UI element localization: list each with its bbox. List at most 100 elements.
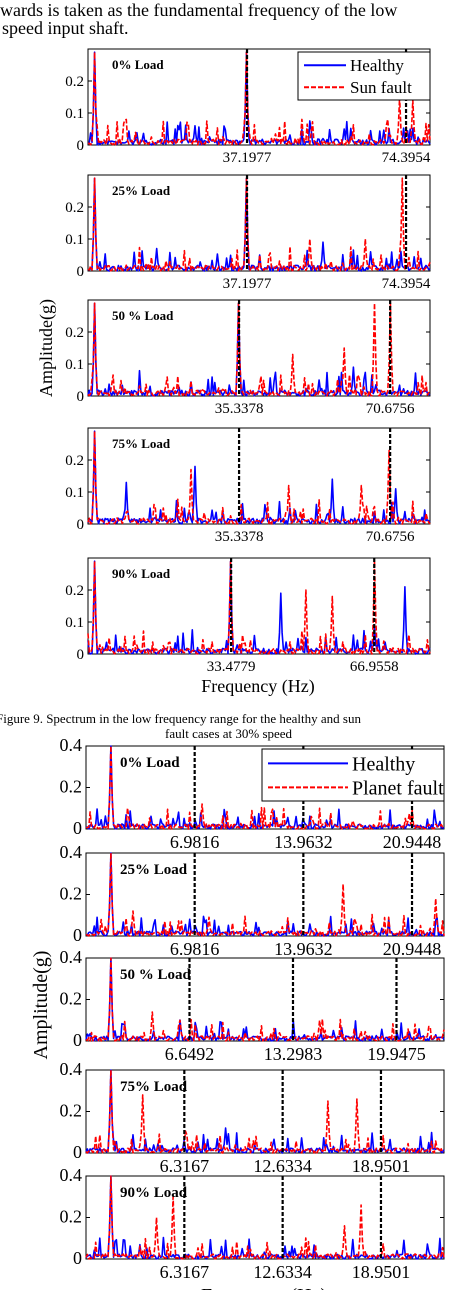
x-tick-label: 6.6492 bbox=[165, 1044, 215, 1064]
y-tick-label: 0.4 bbox=[60, 1059, 83, 1079]
y-tick-label: 0 bbox=[73, 818, 82, 838]
y-tick-label: 0 bbox=[73, 1142, 82, 1162]
spectrum-panel-4: 0 0.1 0.2 35.3378 70.6756 75% Load bbox=[65, 427, 431, 545]
legend-entry: Healthy bbox=[350, 56, 404, 75]
y-tick-label: 0.2 bbox=[60, 777, 83, 797]
series-healthy-line bbox=[87, 51, 431, 146]
x-tick-label: 70.6756 bbox=[366, 401, 415, 417]
series-healthy-line bbox=[87, 302, 431, 397]
spectrum-panel-2: 0 0.1 0.2 37.1977 74.3954 25% Load bbox=[65, 174, 431, 292]
x-tick-label: 13.2983 bbox=[264, 1044, 323, 1064]
y-axis-label: Amplitude(g) bbox=[30, 951, 52, 1060]
x-tick-label: 6.3167 bbox=[160, 1262, 210, 1282]
figure-caption-line-1: Figure 9. Spectrum in the low frequency … bbox=[0, 711, 361, 726]
x-tick-label: 13.9632 bbox=[274, 939, 333, 959]
y-tick-label: 0.1 bbox=[65, 615, 84, 631]
x-tick-label: 12.6334 bbox=[253, 1262, 312, 1282]
y-tick-label: 0.2 bbox=[60, 989, 83, 1009]
y-tick-label: 0.2 bbox=[65, 74, 84, 90]
y-tick-label: 0.4 bbox=[60, 1165, 83, 1185]
load-label: 0% Load bbox=[112, 57, 164, 72]
figure-sun-fault-spectrum: 0 0.1 0.2 37.1977 74.3954 0% Load 0 0.1 0.2 37.19… bbox=[36, 48, 431, 697]
load-label: 25% Load bbox=[120, 862, 188, 878]
y-tick-label: 0 bbox=[77, 517, 85, 533]
x-tick-label: 13.9632 bbox=[274, 832, 333, 852]
legend-entry: Planet fault bbox=[352, 777, 444, 799]
series-fault-line bbox=[87, 177, 431, 272]
x-axis-label: Frequency (Hz) bbox=[201, 1285, 327, 1290]
x-tick-label: 18.9501 bbox=[352, 1262, 411, 1282]
series-fault-line bbox=[85, 745, 445, 830]
x-tick-label: 74.3954 bbox=[382, 276, 431, 292]
x-tick-label: 19.9475 bbox=[367, 1044, 426, 1064]
x-tick-label: 35.3378 bbox=[215, 401, 264, 417]
y-tick-label: 0 bbox=[73, 1030, 82, 1050]
load-label: 75% Load bbox=[120, 1079, 188, 1095]
x-axis-label: Frequency (Hz) bbox=[201, 676, 314, 697]
x-tick-label: 6.3167 bbox=[160, 1156, 210, 1176]
series-fault-line bbox=[87, 51, 431, 146]
x-tick-label: 35.3378 bbox=[215, 529, 264, 545]
intro-text-line-2: speed input shaft. bbox=[2, 18, 129, 38]
spectrum-panel-5: 0 0.1 0.2 33.4779 66.9558 90% Load bbox=[65, 557, 431, 675]
x-tick-label: 6.9816 bbox=[170, 832, 220, 852]
x-tick-label: 6.9816 bbox=[170, 939, 220, 959]
y-tick-label: 0.2 bbox=[60, 884, 83, 904]
x-tick-label: 37.1977 bbox=[223, 276, 272, 292]
x-tick-label: 18.9501 bbox=[352, 1156, 411, 1176]
series-fault-line bbox=[85, 1069, 445, 1154]
load-label: 90% Load bbox=[112, 566, 171, 581]
y-tick-label: 0 bbox=[77, 264, 85, 280]
legend-box bbox=[261, 748, 445, 802]
figure-caption-line-2: fault cases at 30% speed bbox=[165, 726, 293, 741]
load-label: 50 % Load bbox=[112, 308, 174, 323]
y-tick-label: 0.4 bbox=[60, 842, 83, 862]
x-tick-label: 70.6756 bbox=[366, 529, 415, 545]
legend-entry: Healthy bbox=[352, 753, 415, 775]
series-fault-line bbox=[85, 1175, 445, 1260]
x-tick-label: 12.6334 bbox=[253, 1156, 312, 1176]
y-tick-label: 0.1 bbox=[65, 106, 84, 122]
y-tick-label: 0.2 bbox=[60, 1207, 83, 1227]
legend-entry: Sun fault bbox=[350, 78, 412, 97]
y-axis-label: Amplitude(g) bbox=[36, 299, 57, 397]
spectrum-panel-4: 0 0.2 0.4 6.3167 12.6334 18.9501 75% Load bbox=[60, 1059, 445, 1176]
intro-text-line-1: wards is taken as the fundamental freque… bbox=[0, 0, 398, 20]
y-tick-label: 0.2 bbox=[65, 325, 84, 341]
series-fault-line bbox=[85, 957, 445, 1042]
spectrum-panel-2: 0 0.2 0.4 6.9816 13.9632 20.9448 25% Load bbox=[60, 842, 445, 959]
load-label: 90% Load bbox=[120, 1185, 188, 1201]
y-tick-label: 0.2 bbox=[60, 1101, 83, 1121]
y-tick-label: 0.2 bbox=[65, 200, 84, 216]
series-fault-line bbox=[87, 560, 431, 655]
legend: Healthy Sun fault bbox=[297, 51, 431, 101]
y-tick-label: 0 bbox=[73, 925, 82, 945]
y-tick-label: 0.2 bbox=[65, 453, 84, 469]
spectrum-panel-3: 0 0.2 0.4 6.6492 13.2983 19.9475 50 % Load bbox=[60, 947, 445, 1064]
series-healthy-line bbox=[85, 852, 445, 937]
legend-box bbox=[297, 51, 431, 101]
load-label: 50 % Load bbox=[120, 967, 192, 983]
series-fault-line bbox=[87, 302, 431, 397]
y-tick-label: 0 bbox=[73, 1248, 82, 1268]
spectrum-panel-5: 0 0.2 0.4 6.3167 12.6334 18.9501 90% Load bbox=[60, 1165, 445, 1282]
x-tick-label: 20.9448 bbox=[383, 832, 442, 852]
series-fault-line bbox=[85, 852, 445, 937]
series-fault-line bbox=[87, 430, 431, 525]
load-label: 75% Load bbox=[112, 436, 171, 451]
spectrum-panel-3: 0 0.1 0.2 35.3378 70.6756 50 % Load bbox=[65, 299, 431, 417]
load-label: 25% Load bbox=[112, 183, 171, 198]
x-tick-label: 33.4779 bbox=[207, 659, 256, 675]
y-tick-label: 0 bbox=[77, 138, 85, 154]
x-tick-label: 74.3954 bbox=[382, 150, 431, 166]
y-tick-label: 0.2 bbox=[65, 583, 84, 599]
y-tick-label: 0.1 bbox=[65, 485, 84, 501]
x-tick-label: 66.9558 bbox=[350, 659, 399, 675]
y-tick-label: 0 bbox=[77, 647, 85, 663]
y-tick-label: 0 bbox=[77, 389, 85, 405]
load-label: 0% Load bbox=[120, 755, 180, 771]
y-tick-label: 0.1 bbox=[65, 232, 84, 248]
y-tick-label: 0.4 bbox=[60, 735, 83, 755]
